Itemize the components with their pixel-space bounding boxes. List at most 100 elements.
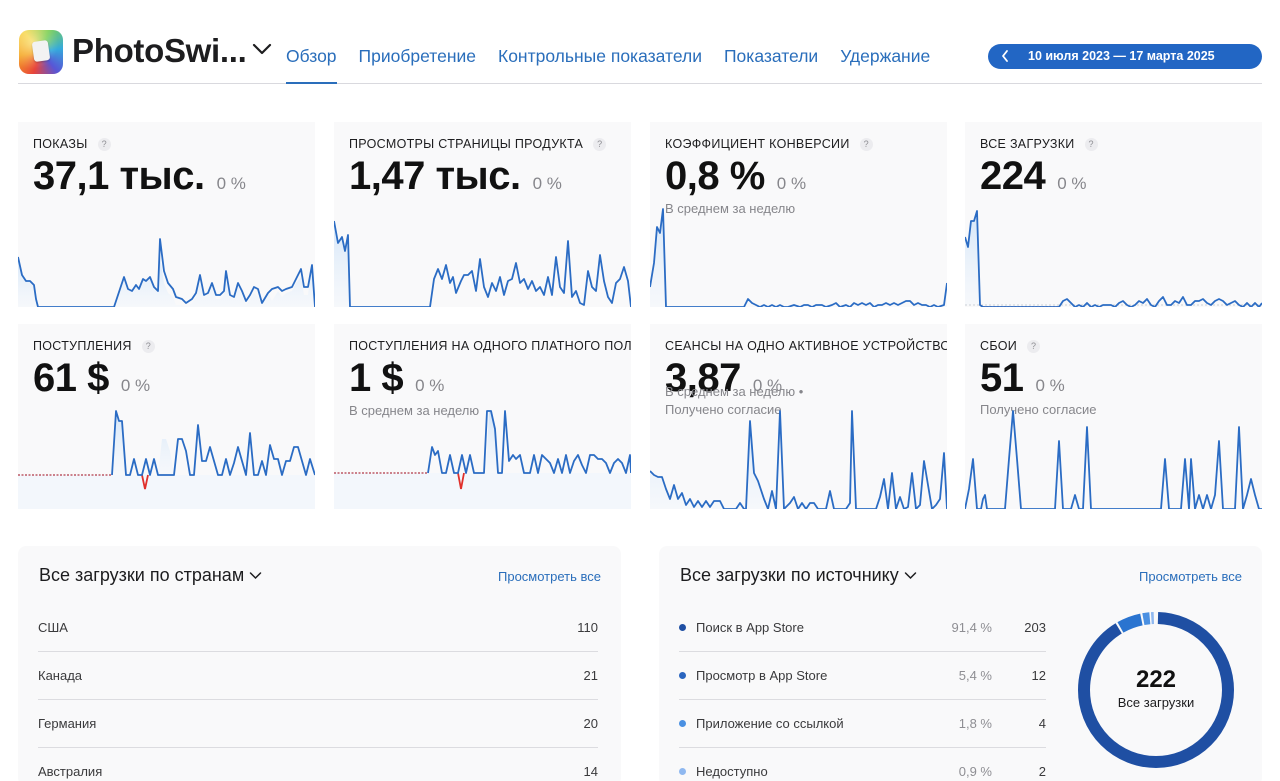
downloads-by-country-panel: Все загрузки по странам Просмотреть все … [18,546,621,781]
metric-value: 61 $ [33,356,109,400]
metric-value: 51 [980,356,1024,400]
metric-consent-note: Получено согласие [665,402,782,417]
metric-card-total-downloads[interactable]: ВСЕ ЗАГРУЗКИ? 224 0 % [965,122,1262,307]
sparkline-chart [18,410,315,509]
metric-delta: 0 % [752,376,783,395]
metric-value: 0,8 % [665,154,765,198]
metric-card-conversion-rate[interactable]: КОЭФФИЦИЕНТ КОНВЕРСИИ? 0,8 % 0 % В средне… [650,122,947,307]
metric-subtitle: В среднем за неделю [349,403,480,418]
tab-acquisition[interactable]: Приобретение [358,46,476,66]
country-value: 14 [583,764,598,779]
app-name[interactable]: PhotoSwi... [72,32,247,69]
sparkline-chart [18,238,315,307]
metric-title: ПОСТУПЛЕНИЯ [33,339,132,353]
metric-delta: 0 % [120,376,151,395]
table-row[interactable]: Германия 20 [38,700,598,748]
metric-delta: 0 % [216,174,246,193]
help-icon[interactable]: ? [97,137,111,151]
source-value: 4 [1038,716,1046,731]
source-percent: 5,4 % [958,668,992,683]
sparkline-chart [965,210,1262,307]
chevron-down-icon [249,572,262,580]
sparkline-chart [334,410,631,509]
help-icon[interactable]: ? [859,137,873,151]
tab-retention[interactable]: Удержание [840,46,931,66]
tab-benchmarks[interactable]: Контрольные показатели [498,46,702,66]
sparkline-chart [965,410,1262,509]
tab-overview[interactable]: Обзор [286,46,337,84]
donut-label: Все загрузки [1117,695,1195,710]
donut-center: 222 Все загрузки [1076,666,1236,710]
downloads-by-source-panel: Все загрузки по источнику Просмотреть вс… [659,546,1262,781]
panel-title-dropdown[interactable]: Все загрузки по странам [39,565,262,586]
metric-title: СБОИ [980,339,1017,353]
date-range-label: 10 июля 2023 — 17 марта 2025 [1028,49,1215,63]
country-name: Австралия [38,764,103,779]
metric-value: 1,47 тыс. [349,154,521,198]
metric-value: 224 [980,154,1046,198]
metric-subtitle: В среднем за неделю • [665,384,804,399]
table-row[interactable]: Канада 21 [38,652,598,700]
source-value: 2 [1038,764,1046,779]
table-row[interactable]: Австралия 14 [38,748,598,781]
help-icon[interactable]: ? [141,339,155,353]
table-row[interactable]: Недоступно 0,9 % 2 [679,748,1046,781]
metric-card-impressions[interactable]: ПОКАЗЫ? 37,1 тыс. 0 % [18,122,315,307]
tab-bar: Обзор Приобретение Контрольные показател… [286,46,952,84]
metric-title: ПОСТУПЛЕНИЯ НА ОДНОГО ПЛАТНОГО ПОЛ [349,339,631,353]
source-name: Приложение со ссылкой [696,716,844,731]
metric-card-product-page-views[interactable]: ПРОСМОТРЫ СТРАНИЦЫ ПРОДУКТА? 1,47 тыс. 0 … [334,122,631,307]
help-icon[interactable]: ? [1084,137,1098,151]
country-name: США [38,620,68,635]
table-row[interactable]: США 110 [38,604,598,652]
table-row[interactable]: Приложение со ссылкой 1,8 % 4 [679,700,1046,748]
chevron-down-icon[interactable] [252,42,272,56]
chevron-down-icon [904,572,917,580]
donut-chart[interactable] [1076,610,1236,770]
metric-title: КОЭФФИЦИЕНТ КОНВЕРСИИ [665,137,850,151]
panel-title-dropdown[interactable]: Все загрузки по источнику [680,565,917,586]
help-icon[interactable]: ? [1027,339,1040,353]
metric-consent-note: Получено согласие [980,402,1097,417]
metric-value: 3,87 [665,356,741,400]
country-value: 20 [583,716,598,731]
sparkline-chart [650,208,947,307]
source-name: Поиск в App Store [696,620,804,635]
view-all-link[interactable]: Просмотреть все [498,569,601,584]
metric-title: ПОКАЗЫ [33,137,88,151]
table-row[interactable]: Просмотр в App Store 5,4 % 12 [679,652,1046,700]
source-percent: 0,9 % [958,764,992,779]
source-percent: 1,8 % [958,716,992,731]
metric-delta: 0 % [415,376,445,395]
legend-dot [679,624,686,631]
source-name: Просмотр в App Store [696,668,828,683]
metric-value: 37,1 тыс. [33,154,205,198]
panel-title: Все загрузки по источнику [680,565,899,585]
source-name: Недоступно [696,764,768,779]
legend-dot [679,720,686,727]
source-value: 12 [1031,668,1046,683]
tab-metrics[interactable]: Показатели [723,46,819,66]
metric-card-sessions-per-device[interactable]: СЕАНСЫ НА ОДНО АКТИВНОЕ УСТРОЙСТВО 3,87 0… [650,324,947,509]
chevron-left-icon[interactable] [1000,48,1010,64]
metric-delta: 0 % [532,174,562,193]
metric-delta: 0 % [1035,376,1065,395]
legend-dot [679,768,686,775]
metric-card-proceeds-per-paying-user[interactable]: ПОСТУПЛЕНИЯ НА ОДНОГО ПЛАТНОГО ПОЛ 1 $ 0 … [334,324,631,509]
metric-subtitle: В среднем за неделю [665,201,796,216]
donut-total: 222 [1135,666,1177,693]
table-row[interactable]: Поиск в App Store 91,4 % 203 [679,604,1046,652]
header: PhotoSwi... Обзор Приобретение Контрольн… [18,28,1262,84]
country-value: 110 [577,620,598,635]
metric-title: ВСЕ ЗАГРУЗКИ [980,137,1075,151]
source-percent: 91,4 % [951,620,992,635]
app-icon[interactable] [19,30,63,74]
source-value: 203 [1024,620,1046,635]
view-all-link[interactable]: Просмотреть все [1139,569,1242,584]
legend-dot [679,672,686,679]
help-icon[interactable]: ? [593,137,607,151]
metric-card-crashes[interactable]: СБОИ? 51 0 % Получено согласие [965,324,1262,509]
date-range-button[interactable]: 10 июля 2023 — 17 марта 2025 [988,44,1262,69]
metric-card-proceeds[interactable]: ПОСТУПЛЕНИЯ? 61 $ 0 % [18,324,315,509]
country-name: Германия [38,716,97,731]
